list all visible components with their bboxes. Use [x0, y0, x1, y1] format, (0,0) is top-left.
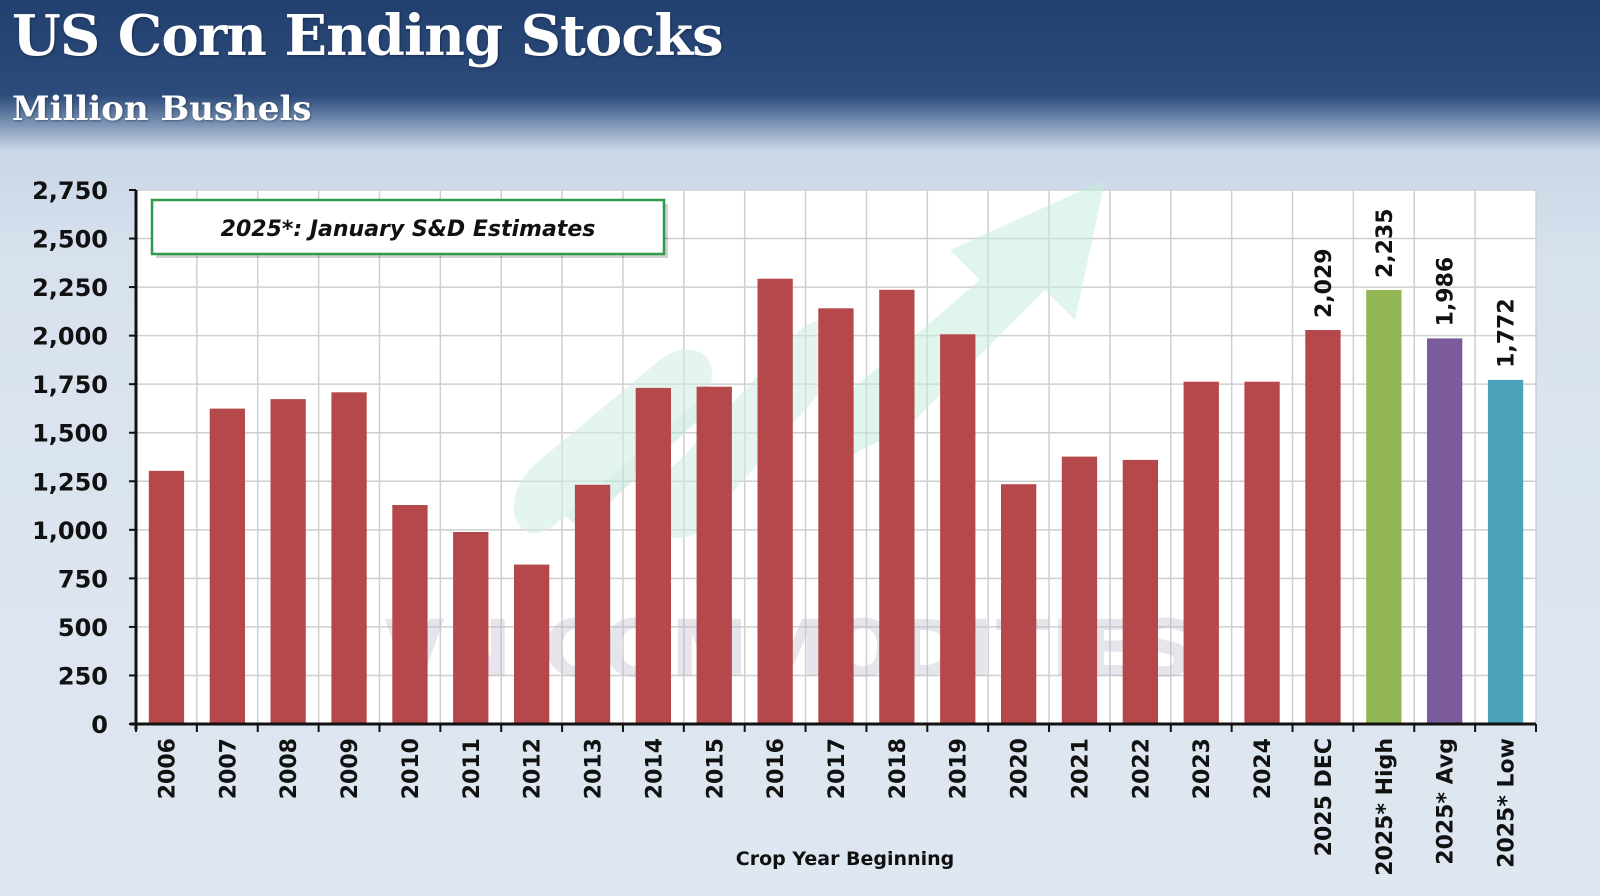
x-tick-label: 2009 — [338, 738, 363, 799]
x-tick-label: 2013 — [582, 738, 607, 799]
x-tick-label: 2021 — [1068, 738, 1093, 799]
bar-2014 — [635, 387, 671, 724]
bar-2012 — [514, 564, 550, 724]
bar-2025-low — [1487, 379, 1524, 724]
bar-2024 — [1244, 381, 1280, 724]
bar-2018 — [879, 289, 915, 724]
x-tick-label: 2017 — [825, 738, 850, 799]
bar-2006 — [148, 470, 185, 724]
header-banner: US Corn Ending Stocks Million Bushels — [0, 0, 1600, 140]
x-tick-label: 2025 DEC — [1312, 738, 1337, 856]
bar-2021 — [1061, 456, 1098, 724]
axes: 0 250 500 750 1,000 1,250 1,500 1,750 2,000 2,250… — [32, 177, 1537, 876]
bar-2007 — [209, 408, 245, 724]
x-tick-label: 2025* High — [1373, 738, 1398, 876]
y-tick-label: 2,000 — [32, 323, 108, 351]
y-tick-label: 500 — [58, 614, 108, 642]
bar-2011 — [453, 532, 489, 724]
x-tick-label: 2014 — [642, 738, 667, 799]
x-tick-label: 2006 — [155, 738, 180, 799]
y-tick-label: 1,250 — [32, 468, 108, 496]
x-tick-label: 2025* Low — [1495, 738, 1520, 868]
annotation-text: 2025*: January S&D Estimates — [221, 217, 596, 242]
chart-title: US Corn Ending Stocks — [12, 3, 724, 69]
y-tick-label: 0 — [91, 711, 108, 739]
chart-subtitle: Million Bushels — [12, 89, 312, 129]
y-tick-label: 2,250 — [32, 274, 108, 302]
bar-2010 — [392, 505, 428, 724]
bars: 2,029 2,235 1,986 1,772 — [148, 208, 1524, 724]
x-tick-label: 2011 — [460, 738, 485, 799]
y-tick-label: 250 — [58, 662, 108, 690]
bar-2022 — [1122, 459, 1158, 724]
bar-2023 — [1183, 381, 1219, 724]
x-tick-label: 2015 — [703, 738, 728, 799]
y-tick-label: 2,500 — [32, 226, 108, 254]
x-tick-label: 2016 — [764, 738, 789, 799]
data-label: 2,235 — [1373, 208, 1398, 278]
y-tick-label: 750 — [58, 565, 108, 593]
bar-2013 — [574, 484, 611, 724]
data-label: 1,986 — [1434, 257, 1459, 327]
x-axis-title: Crop Year Beginning — [736, 848, 954, 870]
x-tick-label: 2012 — [521, 738, 546, 799]
bar-2020 — [1001, 484, 1037, 724]
bar-2019 — [940, 334, 976, 724]
bar-2025-high — [1366, 290, 1402, 724]
y-tick-label: 1,750 — [32, 371, 108, 399]
bar-2025-avg — [1427, 338, 1463, 724]
x-tick-label: 2008 — [277, 738, 302, 799]
x-tick-label: 2010 — [399, 738, 424, 799]
data-label: 1,772 — [1495, 298, 1520, 368]
x-tick-label: 2022 — [1129, 738, 1154, 799]
y-tick-label: 1,000 — [32, 517, 108, 545]
data-label: 2,029 — [1312, 248, 1337, 318]
y-tick-label: 2,750 — [32, 177, 108, 205]
x-tick-label: 2020 — [1008, 738, 1033, 799]
x-tick-label: 2019 — [947, 738, 972, 799]
x-tick-label: 2025* Avg — [1434, 738, 1459, 865]
bar-2009 — [331, 392, 367, 724]
y-tick-label: 1,500 — [32, 420, 108, 448]
bar-2008 — [270, 399, 306, 724]
bar-2016 — [757, 278, 793, 724]
x-tick-label: 2023 — [1190, 738, 1215, 799]
x-tick-label: 2007 — [216, 738, 241, 799]
x-tick-label: 2018 — [886, 738, 911, 799]
bar-2017 — [818, 308, 854, 724]
annotation-frame — [150, 198, 666, 256]
x-tick-label: 2024 — [1251, 738, 1276, 799]
bar-2025-dec — [1305, 330, 1341, 724]
bar-2015 — [696, 386, 732, 724]
annotation-box: 2025*: January S&D Estimates — [150, 198, 668, 258]
